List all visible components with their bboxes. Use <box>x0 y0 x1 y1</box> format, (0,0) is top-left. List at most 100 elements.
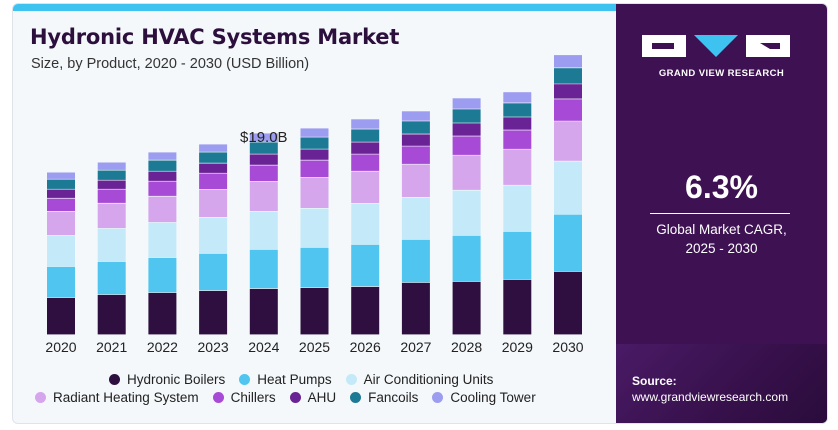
bar-segment <box>401 121 430 134</box>
cagr-label-line2: 2025 - 2030 <box>685 241 758 256</box>
x-tick-label: 2024 <box>248 339 279 355</box>
bar-segment <box>300 160 329 177</box>
legend-dot-icon <box>109 374 120 385</box>
bar-segment <box>148 152 177 160</box>
legend-dot-icon <box>432 392 444 403</box>
bar-segment <box>199 217 228 254</box>
bar-segment <box>554 214 582 272</box>
bar-segment <box>401 282 430 335</box>
bar-segment <box>554 84 582 99</box>
bar-segment <box>452 123 481 136</box>
grand-view-research-logo <box>642 35 790 57</box>
bar-segment <box>300 177 329 208</box>
legend-label: Hydronic Boilers <box>127 372 226 387</box>
bar-segment <box>452 136 481 155</box>
bar-segment <box>554 161 582 215</box>
bar-segment <box>47 266 75 298</box>
bar-segment <box>97 162 126 170</box>
bar-segment <box>97 228 126 262</box>
legend-dot-icon <box>350 392 362 403</box>
bar-segment <box>148 196 177 223</box>
x-tick-label: 2022 <box>147 339 178 355</box>
bar-segment <box>300 287 329 335</box>
legend-dot-icon <box>35 392 46 403</box>
bar-segment <box>199 253 228 291</box>
bar-segment <box>148 181 177 196</box>
bar-segment <box>554 121 582 161</box>
bar-segment <box>97 261 126 295</box>
bar-segment <box>503 231 532 280</box>
chart-subtitle: Size, by Product, 2020 - 2030 (USD Billi… <box>31 56 310 72</box>
bar-segment <box>351 203 380 245</box>
bar-segment <box>97 294 126 335</box>
bar-segment <box>97 189 126 203</box>
bar-segment <box>452 281 481 335</box>
x-tick-label: 2028 <box>451 339 482 355</box>
bar-segment <box>503 130 532 149</box>
x-tick-label: 2027 <box>400 339 431 355</box>
cagr-divider <box>650 213 790 214</box>
legend-item: Hydronic Boilers <box>109 372 225 387</box>
bar-segment <box>554 271 582 335</box>
bar-segment <box>401 111 430 121</box>
x-tick-label: 2025 <box>299 339 330 355</box>
legend-dot-icon <box>345 374 357 385</box>
bar-segment <box>554 68 582 84</box>
bar-segment <box>300 208 329 248</box>
cagr-value: 6.3% <box>685 169 758 205</box>
legend-item: Heat Pumps <box>239 372 332 387</box>
bar-segment <box>47 198 75 211</box>
legend-item: Air Conditioning Units <box>345 372 494 387</box>
x-tick-label: 2020 <box>45 339 76 355</box>
infographic-card: Hydronic HVAC Systems Market Size, by Pr… <box>12 3 828 424</box>
bar-segment <box>97 170 126 180</box>
bar-segment <box>249 249 278 289</box>
bar-segment <box>554 99 582 121</box>
data-annotation: $19.0B <box>240 129 288 146</box>
bar-segment <box>351 129 380 142</box>
bar-segment <box>300 137 329 149</box>
bar-segment <box>503 149 532 185</box>
bar-segment <box>503 185 532 231</box>
bar-segment <box>452 109 481 123</box>
bar-segment <box>300 128 329 137</box>
source-box: Source: www.grandviewresearch.com <box>616 344 827 423</box>
legend-item: Cooling Tower <box>432 390 536 405</box>
bar-segment <box>249 165 278 181</box>
bar-segment <box>300 247 329 288</box>
bar-segment <box>503 117 532 130</box>
bar-segment <box>503 92 532 103</box>
legend-label: AHU <box>307 390 337 405</box>
cagr-label-line1: Global Market CAGR, <box>656 222 787 237</box>
bar-segment <box>97 203 126 229</box>
bar-segment <box>249 154 278 165</box>
bar-segment <box>249 133 278 142</box>
accent-bar <box>13 4 616 11</box>
legend-label: Chillers <box>230 390 276 405</box>
bar-segment <box>351 286 380 335</box>
bar-segment <box>452 98 481 109</box>
bar-segment <box>401 134 430 146</box>
bar-segment <box>148 257 177 293</box>
legend-item: Fancoils <box>350 390 418 405</box>
bar-segment <box>199 189 228 217</box>
stacked-bar-chart: 2020 2021 2022 2023 2024 $19.0B 2025 2026 2027 20… <box>45 55 584 355</box>
bar-segment <box>249 211 278 250</box>
bar-segment <box>148 160 177 171</box>
bar-segment <box>47 172 75 179</box>
bar-segment <box>351 142 380 154</box>
bar-segment <box>351 154 380 171</box>
x-tick-label: 2030 <box>552 339 583 355</box>
bar-segment <box>97 180 126 189</box>
x-tick-label: 2021 <box>96 339 127 355</box>
bar-segment <box>503 103 532 117</box>
legend-row-2: Radiant Heating System Chillers AHU Fancoil… <box>35 390 550 405</box>
legend-label: Air Conditioning Units <box>363 372 494 387</box>
bar-segment <box>401 164 430 197</box>
bar-segment <box>47 297 75 335</box>
brand-name: GRAND VIEW RESEARCH <box>658 68 785 79</box>
bar-segment <box>554 55 582 68</box>
legend-dot-icon <box>289 392 301 403</box>
bar-segment <box>401 197 430 240</box>
bar-segment <box>148 292 177 335</box>
